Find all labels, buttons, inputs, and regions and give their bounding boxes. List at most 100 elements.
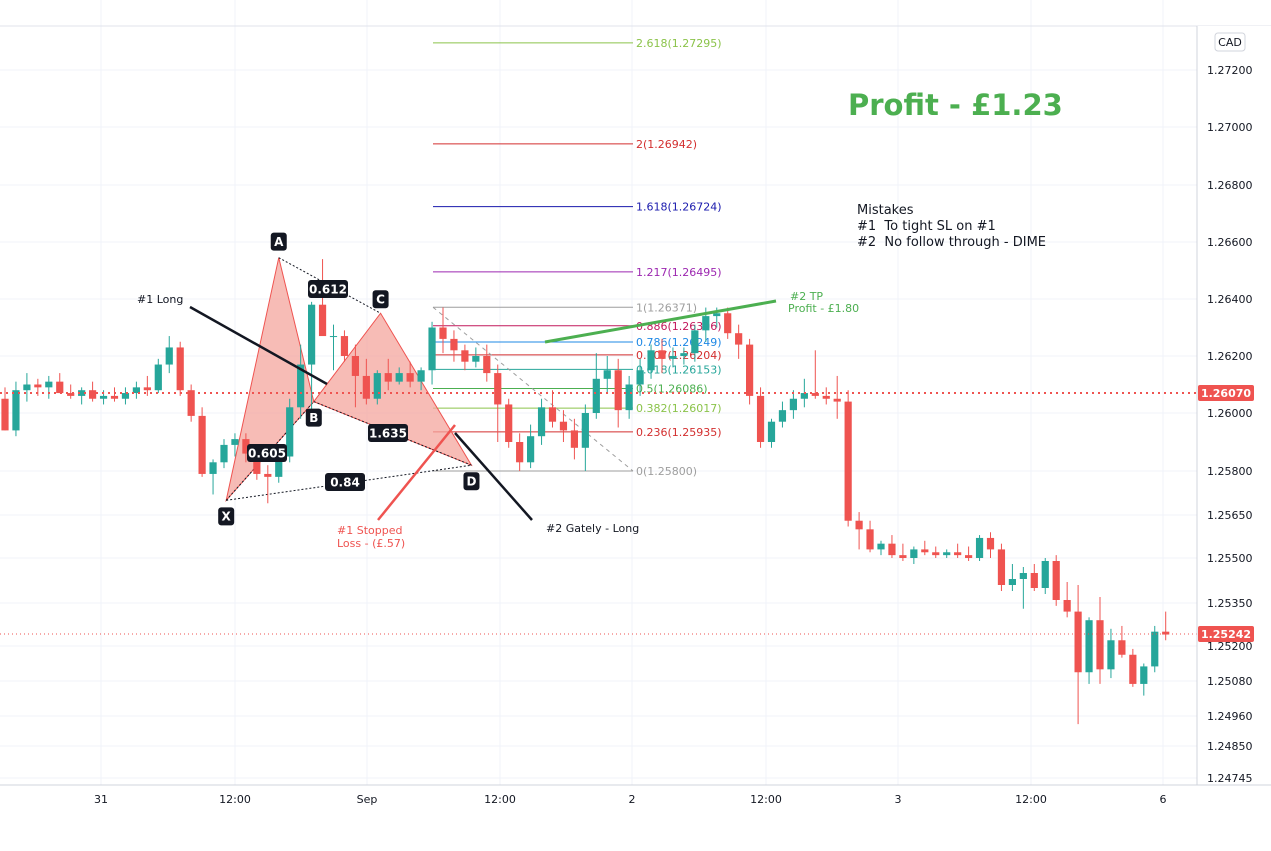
grid [0,0,1271,785]
candle-body-19 [209,462,217,474]
candle-body-58 [636,370,644,385]
candle-body-99 [1085,620,1093,673]
candle-body-78 [855,520,863,530]
candle-body-40 [439,327,447,339]
candle-body-22 [242,439,250,454]
long-2-label: #2 Gately - Long [546,522,639,535]
candle-body-4 [45,381,53,388]
y-tick-3: 1.26600 [1207,236,1253,249]
candle-body-11 [121,393,130,399]
candle-body-65 [713,313,721,317]
candle-body-35 [384,373,392,382]
tp-label-1: #2 TP [790,290,823,303]
trade-drawings[interactable]: X A B C D 0.612 1.635 0.605 0.84 [189,232,777,526]
x-tick-3: 12:00 [484,793,516,806]
currency-badge: CAD [1218,36,1242,49]
candle-body-101 [1107,640,1115,670]
candle-body-100 [1096,620,1104,670]
candle-body-73 [800,393,808,399]
annotations: Profit - £1.23 Mistakes #1 To tight SL o… [137,88,1063,550]
fibonacci-levels[interactable]: 2.618(1.27295) 2(1.26942) 1.618(1.26724) 1.… [432,37,722,478]
candle-body-84 [921,549,929,553]
fib-label-12: 0(1.25800) [636,465,697,478]
fib-label-8: 0.618(1.26153) [636,363,722,376]
x-tick-8: 6 [1160,793,1167,806]
candle-body-21 [231,439,239,445]
candle-body-41 [450,338,458,351]
point-b-bg [305,408,322,427]
candle-body-64 [702,316,710,331]
candle-body-75 [822,395,830,399]
ratio-badge-3-bg [325,473,365,491]
candle-body-62 [680,353,688,356]
point-x-bg [218,507,235,526]
candle-body-7 [78,390,86,396]
candle-body-49 [537,407,546,437]
fib-label-3: 1.217(1.26495) [636,266,722,279]
profit-title: Profit - £1.23 [848,88,1063,122]
candle-body-10 [110,395,119,399]
fib-trend-line [432,306,634,472]
x-tick-1: 12:00 [219,793,251,806]
mistake-2: #2 No follow through - DIME [857,235,1046,250]
y-tick-14: 1.24850 [1207,740,1253,753]
candle-body-95 [1041,561,1049,588]
candle-body-26 [286,407,294,457]
candle-body-3 [34,384,42,388]
candle-body-90 [986,537,995,550]
point-b: B [309,411,318,425]
candle-body-66 [724,313,732,334]
ratio-badge-1: 1.635 [369,426,407,440]
y-tick-4: 1.26400 [1207,293,1253,306]
tp-line [544,299,777,344]
candle-body-46 [505,404,513,442]
fib-label-2: 1.618(1.26724) [636,201,722,214]
y-tick-2: 1.26800 [1207,179,1253,192]
ratio-badge-2-bg [247,444,287,462]
candle-body-79 [866,529,874,550]
candle-body-51 [559,421,568,431]
x-tick-4: 2 [629,793,636,806]
x-tick-0: 31 [94,793,108,806]
candle-body-44 [483,356,491,374]
y-tick-7: 1.25800 [1207,465,1253,478]
candle-body-77 [844,401,852,521]
candle-body-14 [154,364,162,391]
axes: 1.27200 1.27000 1.26800 1.26600 1.26400 1.262… [0,26,1271,847]
candle-body-48 [527,436,535,463]
price-lines [0,392,1197,635]
candle-body-39 [428,327,436,371]
long-2-line [454,432,533,521]
candle-body-71 [778,410,787,422]
candle-body-69 [756,395,765,442]
y-tick-0: 1.27200 [1207,64,1253,77]
point-a-bg [270,232,287,251]
candle-body-82 [899,555,907,558]
ratio-badge-0-bg [308,280,348,298]
candle-body-94 [1030,573,1038,588]
candle-body-67 [735,333,743,345]
ratio-badge-3: 0.84 [330,475,360,489]
candle-body-25 [275,456,283,477]
candle-body-74 [811,393,819,396]
candle-body-103 [1129,654,1137,684]
stopped-label-2: Loss - (£.57) [337,537,405,550]
y-tick-12: 1.25080 [1207,675,1253,688]
candle-body-47 [516,442,524,463]
candle-body-13 [143,387,151,391]
point-c: C [376,293,385,307]
y-tick-13: 1.24960 [1207,710,1253,723]
fib-label-6: 0.786(1.26249) [636,336,722,349]
x-tick-2: Sep [357,793,378,806]
x-tick-5: 12:00 [750,793,782,806]
candle-body-27 [297,364,305,408]
candle-body-96 [1052,561,1060,600]
candle-body-70 [767,421,776,442]
candle-body-76 [833,398,841,402]
mistakes-title: Mistakes [857,203,914,218]
candle-body-55 [603,370,611,379]
point-d-bg [463,472,480,491]
y-tick-9: 1.25500 [1207,552,1253,565]
